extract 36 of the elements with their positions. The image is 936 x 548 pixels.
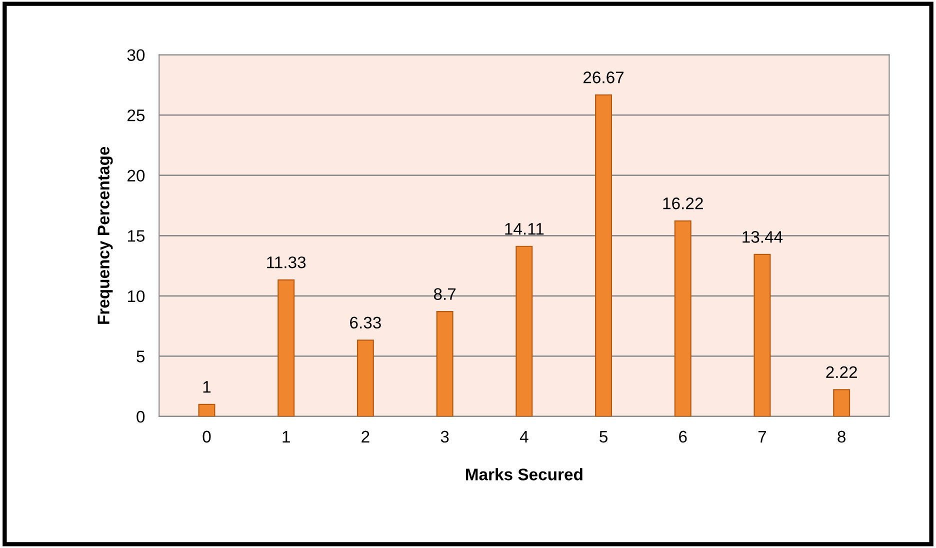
x-tick-label: 1 (282, 430, 290, 442)
bar (833, 389, 850, 416)
x-tick-label: 6 (679, 430, 687, 443)
y-axis-title: Frequency Percentage (98, 146, 113, 324)
x-axis-title: Marks Secured (466, 468, 582, 480)
x-tick-label: 5 (600, 430, 608, 443)
y-tick-label: 5 (136, 350, 145, 362)
x-tick-label: 2 (362, 430, 370, 442)
data-label: 2.22 (826, 366, 857, 378)
data-label: 1 (203, 381, 211, 393)
x-tick-label: 4 (520, 430, 528, 442)
y-tick-label: 15 (128, 230, 145, 242)
data-label: 13.44 (742, 231, 783, 243)
bar (436, 311, 454, 416)
data-label: 11.33 (267, 256, 306, 268)
data-label: 14.11 (505, 223, 544, 235)
data-label: 16.22 (663, 198, 703, 210)
x-tick-label: 3 (440, 430, 449, 443)
bar (595, 94, 612, 416)
bar (754, 254, 771, 416)
y-tick-label: 0 (136, 410, 145, 423)
x-tick-label: 0 (202, 430, 211, 443)
x-tick-label: 7 (758, 430, 766, 442)
y-tick-label: 10 (128, 290, 145, 302)
data-label: 6.33 (350, 316, 381, 329)
y-tick-label: 20 (128, 170, 145, 182)
bar (674, 220, 692, 416)
data-label: 8.7 (434, 288, 456, 300)
bar (356, 340, 374, 416)
y-tick-label: 30 (127, 49, 145, 62)
x-tick-label: 8 (838, 430, 846, 443)
y-tick-label: 25 (128, 109, 145, 122)
bar (516, 246, 533, 416)
bar (278, 279, 295, 416)
data-label: 26.67 (584, 72, 624, 84)
bar (198, 404, 216, 416)
